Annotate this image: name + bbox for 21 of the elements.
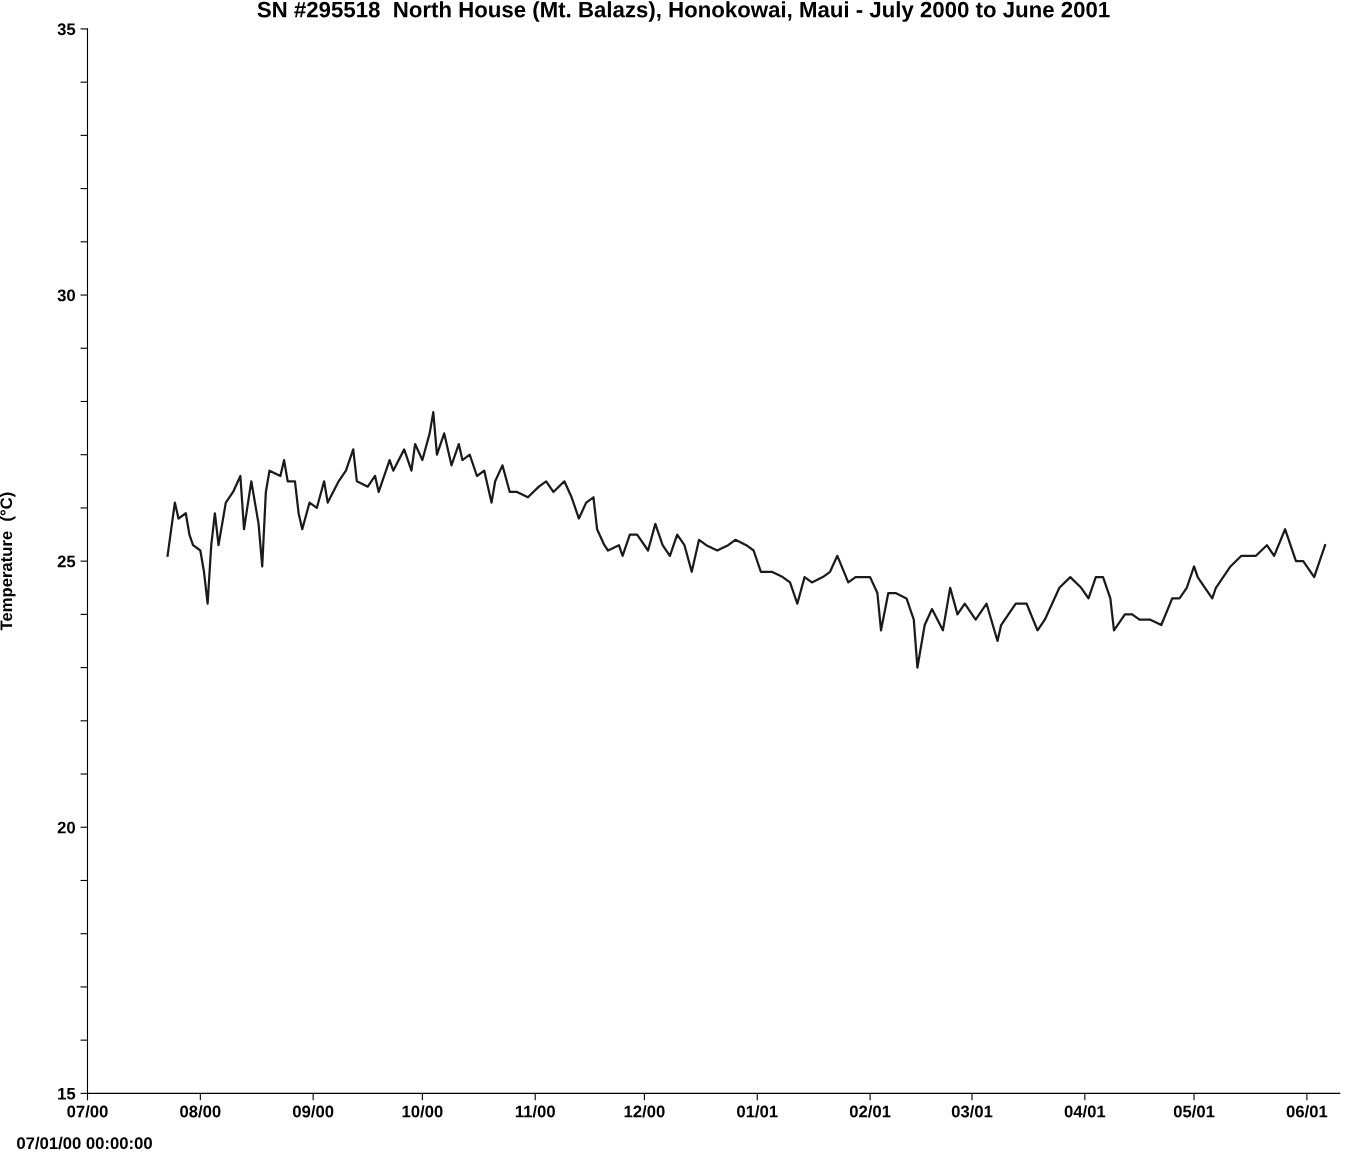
x-tick-label: 04/01	[1064, 1105, 1106, 1118]
x-tick-label: 10/00	[402, 1105, 443, 1118]
y-axis-title: Temperature (°C)	[0, 492, 16, 631]
y-tick-label: 30	[57, 289, 75, 302]
x-tick-label: 01/01	[737, 1105, 778, 1118]
x-tick-label: 09/00	[292, 1105, 334, 1118]
line-series	[166, 411, 1327, 669]
x-tick-label: 08/00	[180, 1105, 221, 1118]
x-tick-label: 07/00	[67, 1105, 108, 1118]
x-tick-label: 02/01	[849, 1105, 891, 1118]
text: 07/01/00 00:00:00	[17, 1136, 152, 1150]
x-tick-label: 05/01	[1173, 1105, 1215, 1118]
x-tick-label: 12/00	[624, 1105, 665, 1118]
y-tick-label: 25	[57, 555, 76, 568]
x-tick-label: 11/00	[515, 1105, 555, 1118]
y-tick-label: 20	[57, 821, 75, 834]
chart-title: SN #295518 North House (Mt. Balazs), Honokowai, Maui - July 2000 to June 2001	[257, 1, 1110, 22]
x-tick-label: 06/01	[1286, 1105, 1328, 1118]
x-tick-label: 03/01	[951, 1105, 993, 1118]
y-tick-label: 35	[57, 23, 76, 36]
y-tick-label: 15	[58, 1087, 76, 1100]
